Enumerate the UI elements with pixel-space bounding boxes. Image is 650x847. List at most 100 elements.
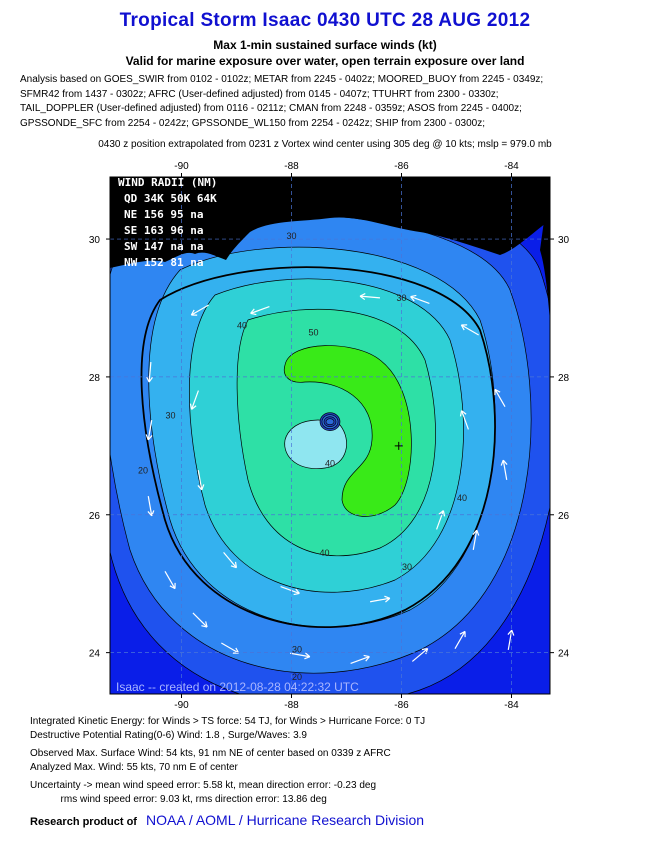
wind-arrow-shaft xyxy=(410,296,430,304)
wind-arrow-shaft xyxy=(147,496,153,516)
chart-subtitle-exposure: Valid for marine exposure over water, op… xyxy=(125,54,525,68)
wind-radii-header: WIND RADII (NM) xyxy=(118,176,217,189)
analysis-line: SFMR42 from 1437 - 0302z; AFRC (User-def… xyxy=(20,88,499,100)
wind-arrow xyxy=(280,586,300,596)
wind-arrow-shaft xyxy=(221,642,239,654)
wind-arrow xyxy=(359,293,381,301)
wind-arrow xyxy=(290,652,311,660)
wind-arrow-shaft xyxy=(461,410,469,430)
wind-arrow xyxy=(250,306,270,316)
x-tick-label-top: -90 xyxy=(174,161,189,172)
wind-arrow xyxy=(192,612,208,628)
wind-arrow-head xyxy=(410,294,417,302)
contour-label: 30 xyxy=(165,410,175,420)
chart-title: Tropical Storm Isaac 0430 UTC 28 AUG 201… xyxy=(119,10,531,31)
analyzed-max-wind-line: Analyzed Max. Wind: 55 kts, 70 nm E of c… xyxy=(30,762,238,773)
wind-arrow xyxy=(223,551,238,569)
contour-34kt xyxy=(140,266,496,628)
wind-radii-row: SW 147 na na xyxy=(124,240,203,253)
x-tick-label-top: -88 xyxy=(284,161,299,172)
wind-arrow-head xyxy=(189,403,197,410)
contour-labels: 30 30 30 30 30 20 20 40 40 40 40 50 xyxy=(138,231,467,682)
wind-arrow-head xyxy=(293,588,300,596)
wind-arrow xyxy=(411,647,429,662)
wind-arrow-head xyxy=(460,324,468,331)
wind-arrow-shaft xyxy=(502,460,508,480)
research-label: Research product of xyxy=(30,816,137,828)
x-tick-label-top: -84 xyxy=(504,161,519,172)
chart-subtitle: Max 1-min sustained surface winds (kt) xyxy=(213,38,437,52)
wind-arrow xyxy=(370,595,391,603)
analysis-sources: Analysis based on GOES_SWIR from 0102 - … xyxy=(20,73,640,131)
wind-arrow xyxy=(436,510,446,530)
y-tick-label-left: 30 xyxy=(89,235,101,246)
wind-arrow-head xyxy=(304,652,311,660)
plot-area: 30 30 30 30 30 20 20 40 40 40 40 50 WIND RADII (NM)… xyxy=(110,176,550,694)
wind-arrow-head xyxy=(384,595,391,603)
y-tick-label-left: 28 xyxy=(89,373,101,384)
y-tick-label-left: 24 xyxy=(89,649,101,660)
axis-ticks: -90 -90 -88 -88 -86 -86 -84 -84 30 30 28 28 26 26 24 24 xyxy=(89,161,570,711)
wind-arrow-head xyxy=(146,376,154,383)
wind-arrow-head xyxy=(145,434,153,441)
rms-error-line: rms wind speed error: 9.03 kt, rms direc… xyxy=(30,794,327,805)
y-tick-label-right: 30 xyxy=(558,235,570,246)
contour-label: 20 xyxy=(138,465,148,475)
lat-lon-grid xyxy=(110,177,550,694)
wind-arrow xyxy=(494,388,506,407)
wind-arrow xyxy=(350,654,370,664)
calm-eye-region xyxy=(284,419,347,470)
contour-label: 20 xyxy=(292,672,302,682)
max-wind-marker xyxy=(394,441,403,450)
wind-arrow xyxy=(164,571,176,590)
wind-speed-bands xyxy=(110,190,550,694)
wind-arrow-shaft xyxy=(197,470,203,490)
wind-arrow-shaft xyxy=(290,652,310,658)
contour-label: 30 xyxy=(396,293,406,303)
contour-label: 50 xyxy=(308,328,318,338)
analysis-line: GPSSONDE_SFC from 2254 - 0242z; GPSSONDE… xyxy=(20,117,486,129)
y-tick-label-left: 26 xyxy=(89,511,101,522)
wind-arrow-head xyxy=(438,510,446,517)
research-org-link[interactable]: NOAA / AOML / Hurricane Research Divisio… xyxy=(146,812,425,828)
wind-arrow-head xyxy=(169,582,176,590)
wind-arrow-shaft xyxy=(494,389,506,407)
contour-label: 40 xyxy=(237,321,247,331)
wind-arrow xyxy=(145,420,153,441)
wind-direction-arrows xyxy=(145,293,515,664)
wind-arrow xyxy=(460,324,479,336)
wind-arrow-shaft xyxy=(191,304,209,316)
wind-arrow-shaft xyxy=(250,306,270,314)
wind-arrow-head xyxy=(359,293,366,301)
wind-arrow xyxy=(197,470,205,491)
wind-arrow xyxy=(454,630,466,649)
wind-arrow-shaft xyxy=(192,612,208,628)
contour-label: 30 xyxy=(402,562,412,572)
coastline xyxy=(110,177,550,320)
wind-radii-row: NE 156 95 na xyxy=(124,208,203,221)
wind-arrow-head xyxy=(459,410,467,417)
wind-arrow xyxy=(410,294,430,304)
wind-arrow-head xyxy=(232,647,240,654)
wind-arrow-shaft xyxy=(454,631,466,649)
wind-arrow-head xyxy=(197,484,205,491)
position-extrapolation-note: 0430 z position extrapolated from 0231 z… xyxy=(98,139,552,150)
research-credit: Research product of NOAA / AOML / Hurric… xyxy=(30,812,424,828)
wind-radii-table: WIND RADII (NM) QD 34K 50K 64K NE 156 95… xyxy=(118,176,217,269)
wind-radii-row: NW 152 81 na xyxy=(124,256,203,269)
wind-arrow-head xyxy=(459,630,466,638)
analysis-line: TAIL_DOPPLER (User-defined adjusted) fro… xyxy=(20,103,522,115)
observed-max-wind-line: Observed Max. Surface Wind: 54 kts, 91 n… xyxy=(30,748,391,759)
wind-arrow xyxy=(189,390,199,410)
wind-arrow-head xyxy=(472,529,480,536)
eye-wall-ring xyxy=(325,418,335,426)
y-tick-label-right: 24 xyxy=(558,649,570,660)
y-tick-label-right: 26 xyxy=(558,511,570,522)
wind-arrow-head xyxy=(507,629,515,636)
wind-arrow-shaft xyxy=(164,571,176,589)
creation-credit: Isaac -- created on 2012-08-28 04:22:32 … xyxy=(116,680,359,694)
wind-arrow-head xyxy=(190,309,198,316)
wind-arrow-head xyxy=(421,647,429,655)
uncertainty-line: Uncertainty -> mean wind speed error: 5.… xyxy=(30,780,377,791)
